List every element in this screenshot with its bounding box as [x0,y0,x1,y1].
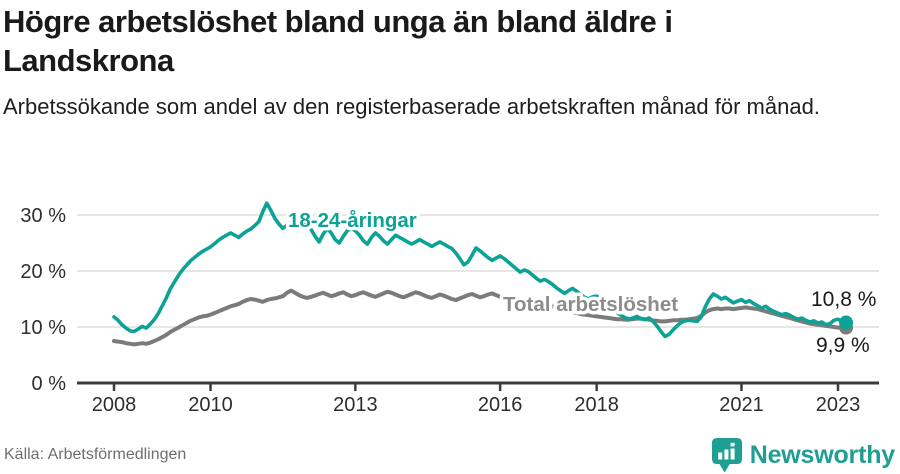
page-title: Högre arbetslöshet bland unga än bland ä… [3,4,673,78]
x-tick-label: 2018 [574,394,619,416]
x-tick-label: 2008 [92,394,137,416]
series-label-youth: 18-24-åringar [288,209,417,232]
x-tick-label: 2010 [188,394,233,416]
badge-bars-icon [717,442,735,460]
x-tick-label: 2013 [333,394,378,416]
end-value-youth: 10,8 % [811,288,876,311]
end-dot-youth [839,315,854,330]
newsworthy-wordmark: Newsworthy [749,441,895,469]
newsworthy-badge-icon [711,438,742,473]
source-note: Källa: Arbetsförmedlingen [4,446,187,463]
end-value-total: 9,9 % [816,334,870,357]
chart-subtitle: Arbetssökande som andel av den registerb… [3,94,820,119]
y-tick-label: 30 % [20,205,66,227]
series-label-total: Total arbetslöshet [503,293,678,316]
y-tick-label: 10 % [20,317,66,339]
newsworthy-logo: Newsworthy [711,438,895,473]
series-line-total [112,288,848,347]
x-tick-label: 2016 [478,394,523,416]
y-tick-label: 0 % [32,373,67,395]
x-tick-label: 2023 [816,394,861,416]
y-tick-label: 20 % [20,261,66,283]
series-line-youth [112,201,848,339]
x-tick-label: 2021 [719,394,764,416]
